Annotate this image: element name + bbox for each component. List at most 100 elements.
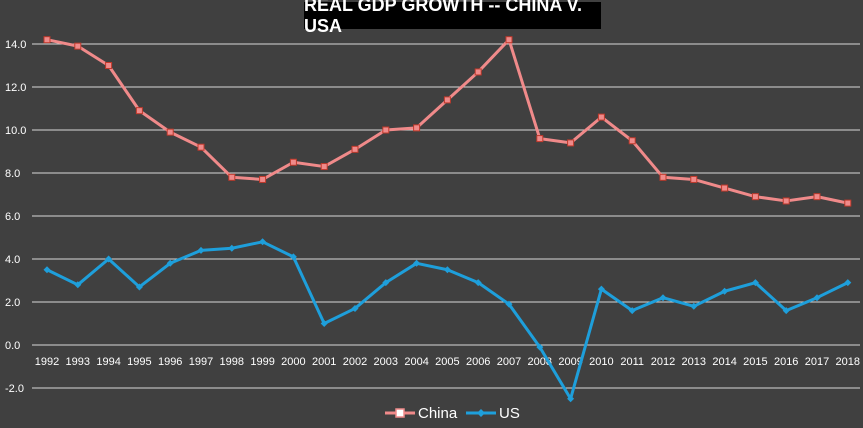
- data-point: [474, 68, 482, 76]
- chart-title: REAL GDP GROWTH -- CHINA V. USA: [304, 0, 601, 36]
- data-point: [43, 36, 51, 44]
- data-point: [536, 343, 544, 351]
- data-point: [105, 62, 113, 69]
- x-tick-label: 2018: [836, 356, 860, 368]
- data-point: [320, 320, 328, 327]
- data-point: [721, 184, 729, 192]
- series-layer: [43, 36, 852, 403]
- data-point: [351, 304, 359, 312]
- data-point: [382, 126, 390, 134]
- legend: China US: [385, 405, 520, 422]
- data-point: [690, 175, 698, 183]
- data-point: [536, 135, 544, 143]
- data-point: [844, 199, 852, 207]
- data-point: [166, 128, 174, 136]
- data-point: [474, 279, 482, 287]
- x-tick-label: 1997: [189, 356, 213, 368]
- x-tick-label: 2015: [743, 356, 767, 368]
- x-tick-label: 2012: [651, 356, 675, 368]
- data-point: [382, 279, 390, 287]
- gridlines: [32, 43, 860, 389]
- x-tick-label: 2006: [466, 356, 490, 368]
- x-tick-label: 1992: [35, 356, 59, 368]
- x-tick-label: 2013: [682, 356, 706, 368]
- data-point: [74, 42, 82, 50]
- x-tick-label: 2003: [374, 356, 398, 368]
- y-tick-label: 10.0: [5, 125, 26, 137]
- data-point: [659, 173, 667, 181]
- y-tick-label: 2.0: [5, 297, 20, 309]
- data-point: [289, 158, 297, 166]
- x-tick-label: 1993: [66, 356, 90, 368]
- data-point: [597, 285, 605, 293]
- data-point: [289, 253, 297, 261]
- data-point: [567, 395, 575, 403]
- data-point: [320, 163, 328, 171]
- data-point: [166, 259, 174, 267]
- y-tick-label: -2.0: [5, 383, 24, 395]
- data-point: [567, 139, 575, 147]
- x-tick-label: 2005: [435, 356, 459, 368]
- data-point: [228, 244, 236, 252]
- x-tick-label: 2016: [774, 356, 798, 368]
- y-tick-label: 0.0: [5, 340, 20, 352]
- x-tick-label: 2010: [589, 356, 613, 368]
- data-point: [74, 281, 82, 289]
- x-tick-label: 1998: [220, 356, 244, 368]
- y-tick-label: 6.0: [5, 211, 20, 223]
- data-point: [751, 193, 759, 201]
- data-point: [443, 266, 451, 274]
- legend-label-china: China: [418, 405, 458, 422]
- x-tick-label: 2000: [281, 356, 305, 368]
- x-tick-label: 2014: [712, 356, 736, 368]
- data-point: [505, 300, 513, 308]
- x-tick-label: 2011: [620, 356, 644, 368]
- x-tick-label: 2002: [343, 356, 367, 368]
- x-tick-label: 2001: [312, 356, 336, 368]
- x-tick-label: 2004: [404, 356, 428, 368]
- data-point: [628, 137, 636, 145]
- x-tick-label: 1999: [250, 356, 274, 368]
- data-point: [813, 294, 821, 302]
- data-point: [782, 197, 790, 205]
- series-us: [43, 238, 852, 403]
- data-point: [351, 145, 359, 153]
- data-point: [135, 107, 143, 115]
- data-point: [505, 36, 513, 44]
- series-china: [43, 36, 852, 207]
- data-point: [43, 266, 51, 274]
- data-point: [690, 302, 698, 310]
- data-point: [628, 307, 636, 315]
- data-point: [259, 238, 267, 246]
- series-line-us: [46, 240, 849, 401]
- data-point: [413, 124, 421, 132]
- data-point: [813, 193, 821, 201]
- x-tick-label: 2009: [558, 356, 582, 368]
- data-point: [197, 246, 205, 254]
- x-tick-label: 1994: [96, 356, 120, 368]
- data-point: [597, 113, 605, 121]
- x-axis-ticks: 1992 1993 1994 1995 1996 1997 1998 1999 2000 2001…: [35, 356, 860, 368]
- series-line-china: [46, 38, 849, 205]
- data-point: [721, 287, 729, 295]
- data-point: [443, 96, 451, 104]
- y-tick-label: 8.0: [5, 168, 20, 180]
- y-tick-label: 4.0: [5, 254, 20, 266]
- legend-label-us: US: [499, 405, 520, 422]
- y-tick-label: 12.0: [5, 82, 26, 94]
- x-tick-label: 2007: [497, 356, 521, 368]
- data-point: [228, 173, 236, 181]
- data-point: [844, 279, 852, 287]
- data-point: [413, 259, 421, 267]
- x-tick-label: 1995: [127, 356, 151, 368]
- data-point: [782, 307, 790, 315]
- legend-marker-us: [477, 409, 485, 417]
- data-point: [135, 283, 143, 291]
- data-point: [105, 255, 113, 263]
- x-tick-label: 2017: [805, 356, 829, 368]
- data-point: [259, 175, 267, 183]
- data-point: [197, 143, 205, 151]
- legend-marker-china: [395, 408, 405, 418]
